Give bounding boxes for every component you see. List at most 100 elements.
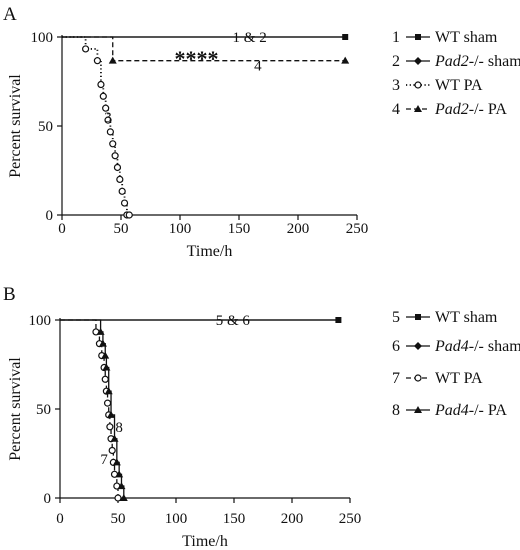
legend-number: 4 [392, 101, 400, 118]
legend-label: WT sham [435, 29, 498, 46]
legend-label: WT PA [435, 77, 483, 94]
legend-marker [414, 374, 422, 382]
x-tick-label: 250 [339, 511, 362, 527]
legend-number: 1 [392, 29, 400, 46]
legend-marker [414, 342, 422, 350]
x-tick-label: 100 [169, 221, 192, 237]
data-point-8 [96, 327, 105, 335]
y-tick-label: 100 [29, 313, 52, 329]
data-point-7 [106, 423, 114, 431]
legend-label: WT sham [435, 309, 498, 326]
legend-genotype: Pad2 [434, 101, 469, 118]
legend-genotype: Pad4 [434, 338, 469, 355]
legend-genotype: WT [435, 309, 460, 326]
legend-number: 8 [392, 402, 400, 419]
data-point-8 [117, 482, 126, 490]
legend-genotype: WT [435, 370, 460, 387]
data-point-3 [113, 163, 122, 172]
x-tick-label: 0 [56, 511, 64, 527]
data-point-3 [109, 140, 117, 148]
legend-condition: -/- sham [469, 338, 520, 355]
data-point-3 [125, 211, 133, 219]
legend-label: Pad4-/- PA [434, 402, 507, 419]
legend-number: 5 [392, 309, 400, 326]
data-point-7 [114, 494, 122, 502]
data-point-3 [111, 152, 119, 160]
data-point-3 [97, 80, 105, 89]
series-line-7 [60, 319, 119, 498]
panel-label: A [3, 4, 17, 25]
legend-marker [414, 81, 422, 89]
chart-annotation: 5 & 6 [216, 313, 251, 329]
y-tick-label: 50 [38, 119, 53, 135]
legend-condition: -/- sham [469, 53, 520, 70]
chart-annotation: 3 [104, 110, 112, 126]
data-point-3 [93, 57, 102, 65]
data-point-8 [112, 458, 121, 466]
legend-marker [415, 314, 421, 320]
legend-condition: -/- PA [469, 101, 508, 118]
data-point-3 [102, 104, 110, 112]
legend-marker [414, 406, 422, 413]
series-line-4 [62, 36, 346, 62]
data-point-4 [341, 56, 350, 64]
legend-number: 6 [392, 338, 400, 355]
data-point-8 [104, 387, 113, 395]
data-point-3 [104, 116, 112, 124]
data-point-3 [106, 128, 114, 136]
data-point-8 [101, 351, 110, 359]
x-tick-label: 250 [346, 221, 369, 237]
x-tick-label: 100 [165, 511, 188, 527]
x-axis-label: Time/h [187, 243, 233, 260]
x-tick-label: 150 [228, 221, 251, 237]
x-axis-label: Time/h [182, 533, 228, 550]
data-point-8 [115, 470, 124, 478]
legend-label: Pad2-/- PA [434, 101, 507, 118]
data-point-8 [98, 339, 107, 347]
legend-label: Pad2-/- sham [434, 53, 520, 70]
legend-number: 7 [392, 370, 400, 387]
legend-marker [415, 34, 421, 40]
x-tick-label: 200 [281, 511, 304, 527]
legend-condition: sham [460, 29, 498, 46]
x-tick-label: 50 [114, 221, 129, 237]
legend-marker [414, 105, 422, 112]
data-point-8 [110, 434, 119, 442]
data-point-4 [108, 56, 117, 64]
legend-condition: sham [460, 309, 498, 326]
legend-label: WT PA [435, 370, 483, 387]
data-point-7 [108, 446, 116, 455]
chart-annotation: 7 [100, 452, 108, 468]
y-axis-label: Percent survival [7, 74, 24, 178]
chart-annotation: 1 & 2 [233, 30, 267, 46]
legend-condition: PA [460, 77, 483, 94]
data-point-8 [102, 363, 111, 371]
chart-annotation: **** [175, 46, 219, 71]
legend-number: 2 [392, 53, 400, 70]
chart-annotation: 4 [254, 58, 262, 74]
panel-a: A 0 50 100 150 200 250 0 50 100 Time/h Percent surv… [3, 4, 520, 260]
data-point-8 [107, 410, 116, 418]
data-point-3 [81, 45, 90, 53]
data-point-3 [116, 175, 124, 183]
legend-genotype: Pad4 [434, 402, 469, 419]
legend-number: 3 [392, 77, 400, 94]
legend-genotype: WT [435, 29, 460, 46]
data-point-8 [119, 494, 128, 501]
chart-annotation: 8 [115, 420, 123, 436]
panel-label: B [3, 284, 16, 305]
legend-condition: -/- PA [469, 402, 508, 419]
legend-condition: PA [460, 370, 483, 387]
x-tick-label: 0 [58, 221, 66, 237]
data-point-3 [118, 187, 126, 195]
legend-marker [414, 57, 422, 65]
y-tick-label: 50 [36, 402, 51, 418]
y-axis-label: Percent survival [7, 357, 24, 461]
y-tick-label: 0 [46, 208, 54, 224]
data-point-3 [99, 92, 107, 100]
legend-genotype: WT [435, 77, 460, 94]
y-tick-label: 100 [31, 30, 54, 46]
data-point-3 [120, 199, 129, 207]
legend-genotype: Pad2 [434, 53, 469, 70]
